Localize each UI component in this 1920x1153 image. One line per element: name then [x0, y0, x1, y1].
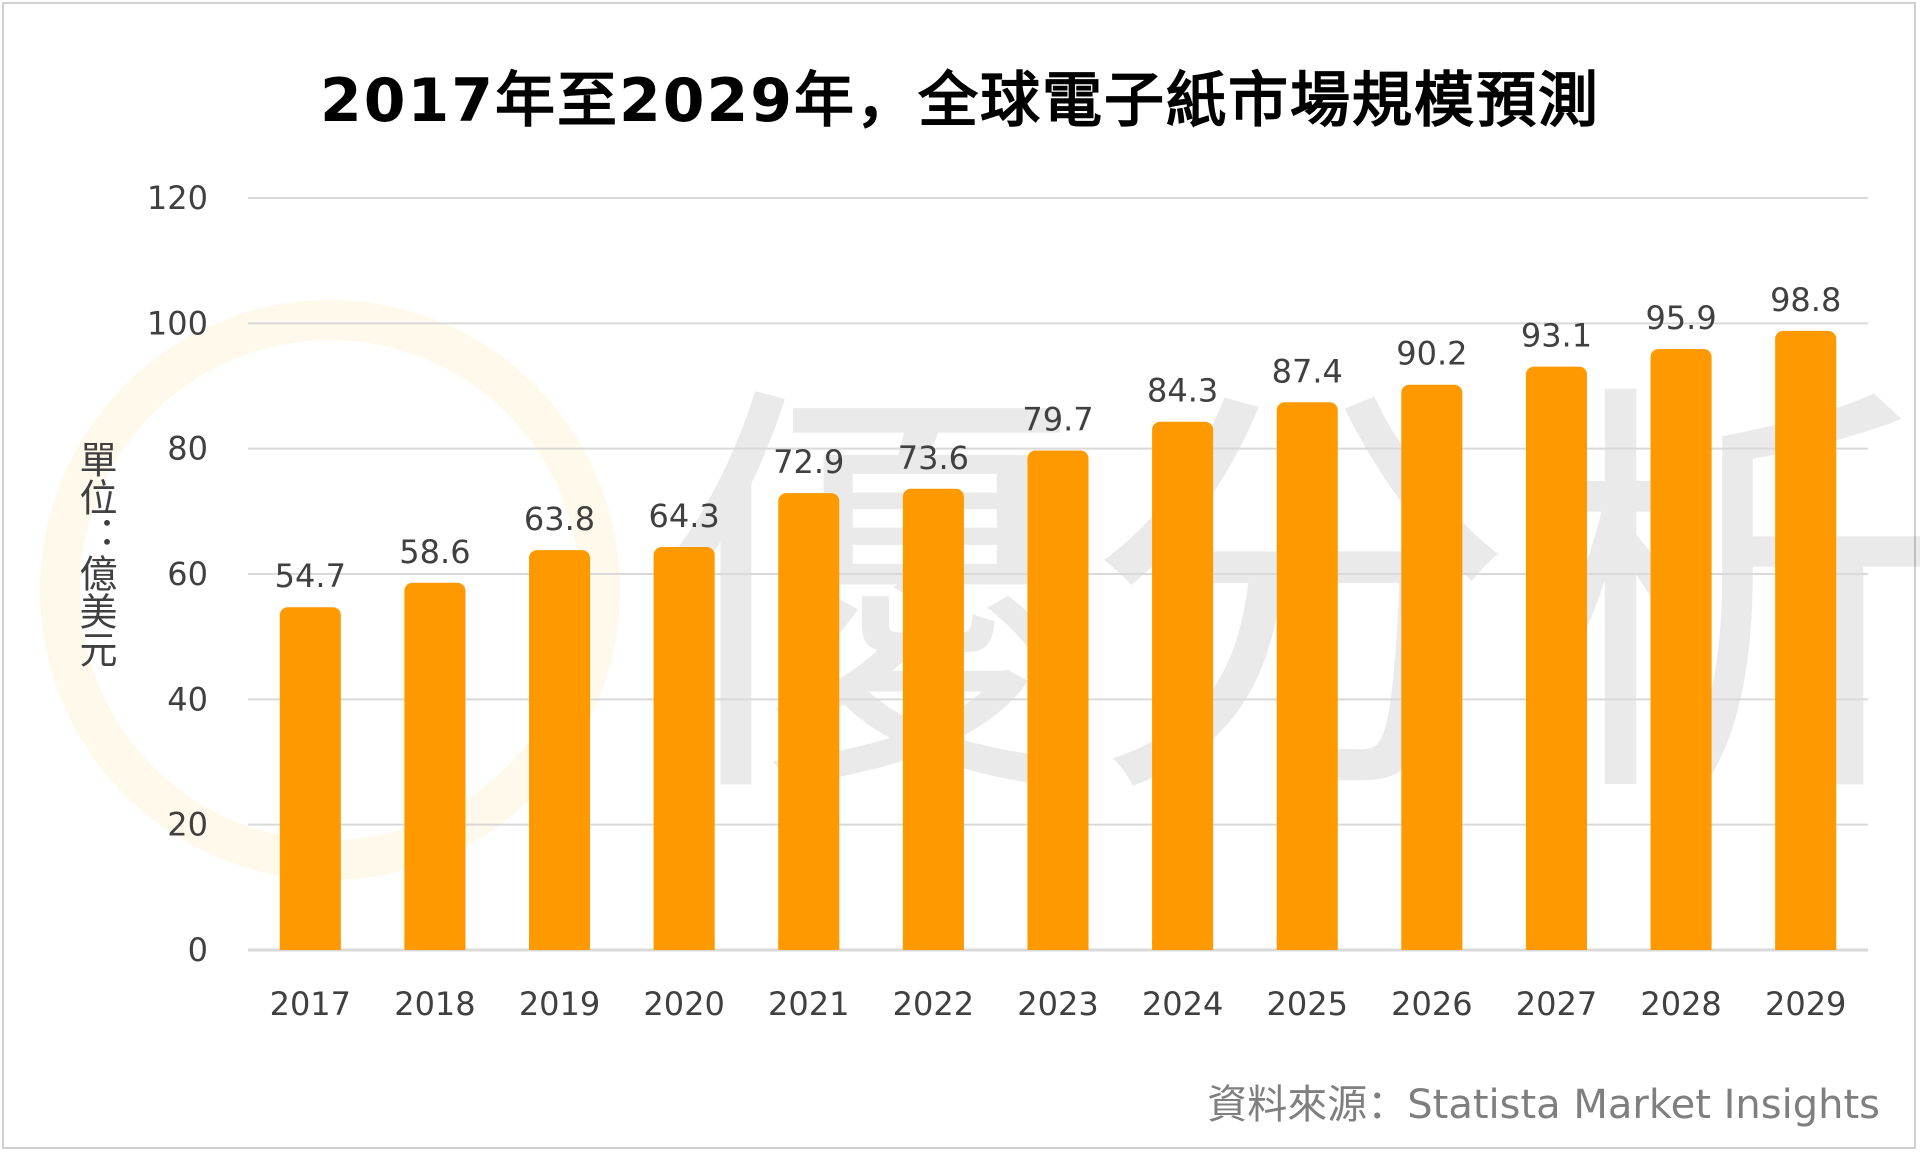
source-note: 資料來源：Statista Market Insights	[1207, 1082, 1880, 1128]
bar	[1152, 421, 1214, 951]
data-label: 84.3	[1147, 372, 1218, 410]
y-axis-ticks: 0 20 40 60 80 100 120	[147, 179, 208, 969]
y-tick-label: 0	[188, 931, 208, 969]
bars	[279, 330, 1837, 951]
data-label: 58.6	[399, 533, 470, 571]
x-category-label: 2028	[1640, 985, 1721, 1023]
data-label: 73.6	[898, 439, 969, 477]
bar-base	[1650, 940, 1712, 950]
x-category-label: 2022	[893, 985, 974, 1023]
bar-base	[1401, 940, 1463, 950]
data-label: 79.7	[1022, 401, 1093, 439]
bar	[529, 550, 591, 950]
bar	[1775, 330, 1837, 950]
x-category-label: 2029	[1765, 985, 1846, 1023]
x-axis-categories: 2017 2018 2019 2020 2021 2022 2023 2024 2025 2026…	[270, 985, 1847, 1023]
chart-title: 2017年至2029年，全球電子紙市場規模預測	[320, 66, 1600, 136]
y-tick-label: 80	[167, 430, 208, 468]
y-tick-label: 20	[167, 806, 208, 844]
bar	[1401, 384, 1463, 950]
data-label: 87.4	[1272, 352, 1343, 390]
bar	[1276, 402, 1338, 950]
bar-base	[778, 940, 840, 950]
bar-base	[529, 940, 591, 950]
data-label: 72.9	[773, 443, 844, 481]
data-label: 64.3	[649, 497, 720, 535]
bar-base	[1276, 940, 1338, 950]
bar-base	[902, 940, 964, 950]
x-category-label: 2017	[270, 985, 351, 1023]
x-category-label: 2020	[643, 985, 724, 1023]
bar	[1027, 450, 1089, 950]
y-tick-label: 100	[147, 304, 208, 342]
x-category-label: 2025	[1267, 985, 1348, 1023]
data-label: 90.2	[1396, 335, 1467, 373]
data-label: 54.7	[275, 557, 346, 595]
y-tick-label: 120	[147, 179, 208, 217]
bar	[404, 582, 466, 950]
bar-base	[1775, 940, 1837, 950]
data-labels: 54.7 58.6 63.8 64.3 72.9 73.6 79.7 84.3 87.4 90.2…	[275, 281, 1842, 595]
x-category-label: 2024	[1142, 985, 1223, 1023]
bar-base	[653, 940, 715, 950]
data-label: 98.8	[1770, 281, 1841, 319]
data-label: 93.1	[1521, 317, 1592, 355]
bar	[902, 488, 964, 950]
bar	[653, 547, 715, 950]
x-category-label: 2021	[768, 985, 849, 1023]
y-tick-label: 40	[167, 680, 208, 718]
x-category-label: 2023	[1017, 985, 1098, 1023]
bar-base	[1027, 940, 1089, 950]
x-category-label: 2019	[519, 985, 600, 1023]
bar-base	[279, 940, 341, 950]
bar-base	[1152, 940, 1214, 950]
y-tick-label: 60	[167, 555, 208, 593]
bar-base	[1525, 940, 1587, 950]
data-label: 63.8	[524, 500, 595, 538]
y-axis-label: 單位：億美元	[73, 440, 117, 668]
data-label: 95.9	[1645, 299, 1716, 337]
bar	[279, 607, 341, 950]
bar	[778, 493, 840, 950]
bar	[1650, 349, 1712, 950]
x-category-label: 2027	[1516, 985, 1597, 1023]
x-category-label: 2026	[1391, 985, 1472, 1023]
bar-base	[404, 940, 466, 950]
bar	[1525, 366, 1587, 950]
x-category-label: 2018	[394, 985, 475, 1023]
